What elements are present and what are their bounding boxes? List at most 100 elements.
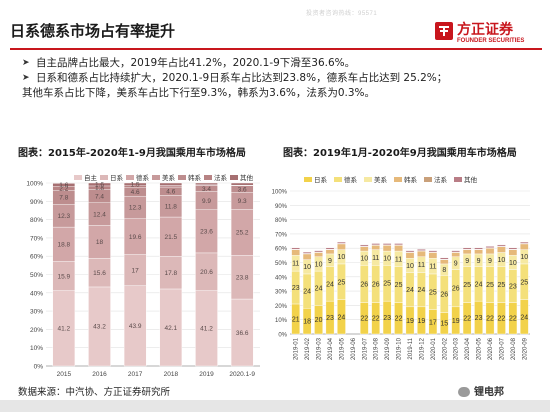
bar-segment	[405, 250, 415, 253]
data-label: 9.3	[238, 198, 247, 205]
data-label: 23	[475, 315, 483, 322]
legend-swatch	[364, 177, 372, 182]
data-label: 19	[452, 318, 460, 325]
bullet-item-2: ➤ 日系和德系占比持续扩大，2020.1-9日系车占比达到23.8%，德系车占比…	[22, 71, 542, 101]
data-label: 10	[360, 256, 368, 263]
data-label: 18.8	[58, 242, 71, 249]
data-label: 20	[315, 317, 323, 324]
x-tick-label: 2019-10	[397, 337, 403, 360]
legend-swatch	[230, 175, 238, 180]
x-tick-label: 2019-06	[351, 337, 357, 360]
bullet-arrow-icon: ➤	[22, 73, 30, 83]
bar-segment	[302, 253, 312, 260]
bar-segment	[428, 252, 438, 259]
bar-segment	[359, 246, 369, 252]
data-label: 20.6	[200, 269, 213, 276]
data-label: 24	[520, 314, 528, 321]
data-label: 11	[395, 256, 402, 263]
legend-label: 日系	[110, 173, 124, 182]
x-tick-label: 2020-06	[488, 337, 494, 360]
bar-segment	[314, 250, 323, 253]
x-tick-label: 2019-11	[408, 337, 414, 359]
slide-title: 日系德系市场占有率提升	[10, 22, 176, 40]
data-label: 11.8	[165, 204, 178, 211]
legend-swatch	[424, 177, 432, 182]
bar-segment	[474, 249, 483, 255]
data-label: 25	[498, 282, 506, 289]
legend-label: 美系	[374, 175, 388, 184]
data-label: 17	[429, 319, 437, 326]
x-tick-label: 2020-07	[499, 337, 505, 360]
data-label: 1.8	[95, 185, 104, 192]
data-label: 25	[486, 282, 494, 289]
data-label: 25	[520, 279, 528, 286]
data-label: 18	[303, 319, 311, 326]
x-tick-label: 2019-07	[362, 337, 368, 360]
y-tick-label: 50%	[275, 261, 288, 267]
y-tick-label: 0%	[34, 364, 44, 371]
data-label: 41.2	[58, 326, 71, 333]
x-tick-label: 2019-02	[305, 337, 311, 360]
legend-swatch	[394, 177, 402, 182]
bar-segment	[394, 243, 403, 246]
data-label: 10	[498, 257, 506, 264]
x-tick-label: 2020-01	[431, 337, 437, 360]
x-tick-label: 2019-12	[419, 337, 425, 360]
wechat-badge: 锂电邦	[458, 383, 504, 398]
data-label: 9.9	[202, 198, 211, 205]
data-label: 41.2	[200, 326, 213, 333]
header-band	[0, 0, 550, 50]
data-label: 21	[292, 316, 300, 323]
bar-segment	[382, 243, 392, 246]
data-source-note: 数据来源：中汽协、方正证券研究所	[18, 387, 171, 398]
bar-segment	[485, 246, 495, 248]
legend-label: 韩系	[404, 175, 418, 184]
y-tick-label: 80%	[30, 217, 43, 224]
bar-segment	[428, 250, 438, 253]
bar-segment	[337, 243, 346, 250]
legend-swatch	[304, 177, 312, 182]
left-figure-title: 图表：2015年-2020年1-9月我国乘用车市场格局	[18, 148, 246, 159]
data-label: 23	[509, 284, 517, 291]
y-tick-label: 30%	[275, 290, 288, 296]
x-tick-label: 2017	[128, 371, 143, 378]
legend-label: 其他	[464, 175, 478, 184]
data-label: 26	[440, 291, 448, 298]
y-tick-label: 30%	[30, 309, 43, 316]
x-tick-label: 2019-04	[328, 337, 334, 360]
bar-segment	[159, 182, 183, 186]
data-label: 36.6	[236, 330, 249, 337]
data-label: 9	[465, 258, 469, 265]
legend-label: 韩系	[188, 173, 202, 182]
data-label: 25	[395, 282, 403, 289]
data-label: 9	[454, 261, 458, 268]
bar-segment	[52, 183, 76, 187]
data-label: 22	[498, 316, 506, 323]
data-label: 23	[383, 315, 391, 322]
bar-segment	[123, 182, 147, 186]
data-label: 23.8	[236, 275, 249, 282]
legend-label: 美系	[162, 173, 176, 182]
x-tick-label: 2020.1-9	[229, 371, 255, 378]
bar-segment	[519, 241, 529, 244]
bar-segment	[497, 246, 506, 253]
x-tick-label: 2019-09	[385, 337, 391, 360]
data-label: 25	[383, 281, 391, 288]
bar-segment	[195, 182, 218, 186]
data-label: 12.4	[93, 211, 106, 218]
data-label: 22	[372, 316, 380, 323]
legend-swatch	[100, 175, 108, 180]
data-label: 17	[132, 267, 140, 274]
bullet-item-1: ➤ 自主品牌占比最大，2019年占比41.2%，2020.1-9下滑至36.6%…	[22, 56, 542, 71]
data-label: 17.8	[165, 270, 178, 277]
y-tick-label: 10%	[30, 345, 43, 352]
data-label: 10	[383, 256, 391, 263]
data-label: 24	[338, 314, 346, 321]
data-label: 15.6	[93, 270, 106, 277]
y-tick-label: 20%	[275, 304, 288, 310]
bar-segment	[451, 252, 461, 257]
data-label: 2.2	[59, 186, 68, 193]
y-tick-label: 100%	[26, 181, 43, 188]
x-tick-label: 2020-03	[454, 337, 460, 360]
legend-label: 德系	[344, 175, 358, 184]
